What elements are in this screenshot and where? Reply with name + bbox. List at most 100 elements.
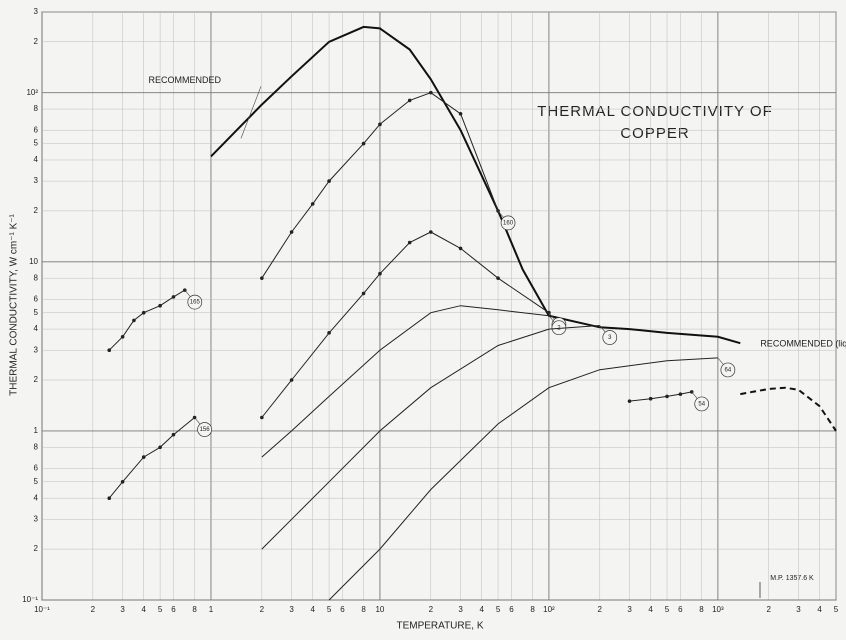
x-tick-label: 10⁻¹: [34, 605, 50, 614]
data-point: [458, 246, 463, 251]
series-label: 54: [698, 402, 705, 408]
x-tick-label: 2: [767, 605, 772, 614]
series-label: 64: [725, 368, 732, 374]
x-tick-label: 1: [209, 605, 214, 614]
series-label: 160: [503, 220, 514, 226]
series-label: 165: [190, 300, 201, 306]
x-tick-label: 10²: [543, 605, 555, 614]
data-point: [120, 480, 125, 484]
x-tick-label: 2: [260, 605, 265, 614]
y-tick-label: 8: [34, 442, 39, 451]
data-point: [665, 394, 669, 399]
x-axis-label: TEMPERATURE, K: [396, 621, 483, 632]
data-point: [327, 331, 331, 335]
data-point: [496, 276, 500, 280]
chart-subtitle: COPPER: [620, 125, 689, 142]
x-tick-label: 2: [429, 605, 434, 614]
x-tick-label: 4: [310, 605, 315, 614]
label-ring: [197, 422, 212, 437]
y-tick-label: 3: [34, 345, 39, 354]
y-tick-label: 10: [29, 257, 38, 266]
y-tick-label: 6: [34, 125, 39, 134]
data-point: [260, 276, 264, 280]
melting-point-note: M.P. 1357.6 K: [770, 575, 814, 582]
data-point: [158, 303, 162, 308]
data-point: [407, 98, 412, 103]
data-point: [120, 335, 125, 339]
label-ring: [694, 396, 710, 412]
x-tick-label: 6: [509, 605, 514, 614]
data-point: [429, 90, 433, 95]
x-tick-label: 10: [375, 605, 384, 614]
series-label: RECOMMENDED: [148, 75, 221, 85]
y-tick-label: 5: [34, 308, 39, 317]
series-line: [328, 357, 718, 601]
data-point: [378, 271, 382, 276]
data-point: [361, 141, 366, 146]
x-tick-label: 5: [327, 605, 332, 614]
series-line: [740, 386, 837, 432]
x-tick-label: 5: [496, 605, 501, 614]
data-point: [289, 230, 294, 234]
x-tick-label: 4: [648, 605, 653, 614]
series-label: 3: [608, 335, 612, 341]
label-ring: [720, 362, 736, 378]
y-tick-label: 2: [34, 206, 39, 215]
series-line: [210, 25, 741, 345]
x-tick-label: 3: [796, 605, 801, 614]
data-point: [171, 432, 176, 437]
x-tick-label: 5: [158, 605, 163, 614]
label-ring: [500, 215, 516, 231]
x-tick-label: 3: [120, 605, 125, 614]
series-label: 156: [200, 427, 211, 433]
label-ring: [602, 330, 618, 345]
series-line: [261, 231, 550, 418]
y-tick-label: 8: [34, 104, 39, 113]
data-point: [289, 378, 294, 382]
y-tick-label: 5: [34, 139, 39, 148]
x-tick-label: 5: [834, 605, 839, 614]
data-point: [107, 348, 112, 353]
data-point: [107, 496, 112, 500]
x-tick-label: 6: [340, 605, 345, 614]
data-point: [141, 455, 146, 459]
data-point: [648, 396, 653, 401]
series-line: [108, 417, 195, 499]
y-axis-label: THERMAL CONDUCTIVITY, W cm⁻¹ K⁻¹: [9, 213, 20, 395]
data-point: [260, 415, 264, 420]
series-label: RECOMMENDED (liquid): [760, 338, 846, 348]
data-point: [158, 445, 162, 450]
data-point: [141, 310, 146, 315]
series-line: [261, 92, 499, 279]
data-point: [678, 392, 683, 396]
x-tick-label: 3: [289, 605, 294, 614]
y-tick-label: 3: [34, 176, 39, 185]
x-tick-label: 8: [699, 605, 704, 614]
y-tick-label: 1: [34, 426, 39, 435]
x-tick-label: 3: [627, 605, 632, 614]
y-tick-label: 5: [34, 477, 39, 486]
x-tick-label: 4: [817, 605, 822, 614]
x-tick-label: 8: [530, 605, 535, 614]
x-tick-label: 2: [91, 605, 96, 614]
x-tick-label: 6: [678, 605, 683, 614]
x-tick-label: 10³: [712, 605, 724, 614]
x-tick-label: 8: [192, 605, 197, 614]
data-point: [327, 179, 331, 183]
x-tick-label: 4: [142, 605, 147, 614]
y-tick-label: 2: [34, 544, 39, 553]
data-point: [378, 122, 382, 127]
y-tick-label: 10⁻¹: [22, 595, 38, 604]
chart-title: THERMAL CONDUCTIVITY OF: [537, 103, 773, 120]
y-tick-label: 8: [34, 273, 39, 282]
y-tick-label: 2: [34, 375, 39, 384]
label-leader: [240, 86, 262, 139]
y-tick-label: 3: [34, 7, 39, 16]
data-point: [171, 295, 176, 299]
x-tick-label: 5: [665, 605, 670, 614]
y-tick-label: 10²: [26, 88, 38, 97]
label-ring: [187, 294, 203, 310]
